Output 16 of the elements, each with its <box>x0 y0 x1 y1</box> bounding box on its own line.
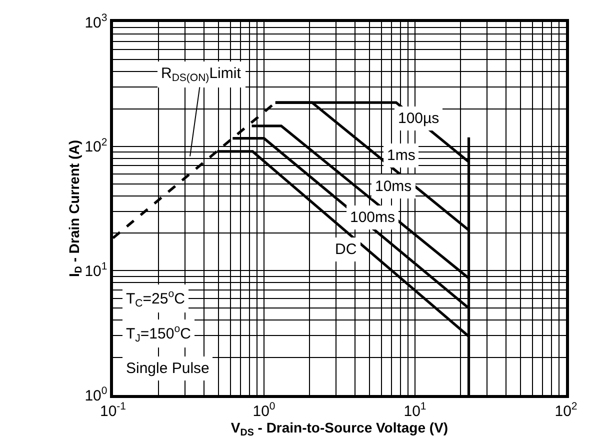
annotation: T$_{C}$=25$^{o}$C <box>126 288 186 310</box>
annotation: T$_{J}$=150$^{o}$C <box>126 323 192 344</box>
y-tick-label: 10$^{2}$ <box>84 136 108 156</box>
annotation: R$_{DS(ON)}$Limit <box>161 65 242 84</box>
x-tick-label: 10$^{1}$ <box>404 400 426 420</box>
x-tick-label: 10$^{0}$ <box>252 400 276 420</box>
x-axis-title: V$_{DS}$ - Drain-to-Source Voltage (V) <box>230 420 448 439</box>
annotation: DC <box>335 241 357 258</box>
x-tick-label: 10$^{2}$ <box>554 400 578 420</box>
annotation: 100µs <box>398 110 440 127</box>
annotation: 1ms <box>387 147 416 164</box>
y-tick-label: 10$^{1}$ <box>84 260 108 280</box>
annotation: 10ms <box>375 178 412 195</box>
annotation: Single Pulse <box>126 360 210 377</box>
annotation: 100ms <box>350 209 396 226</box>
y-tick-label: 10$^{3}$ <box>84 12 108 32</box>
